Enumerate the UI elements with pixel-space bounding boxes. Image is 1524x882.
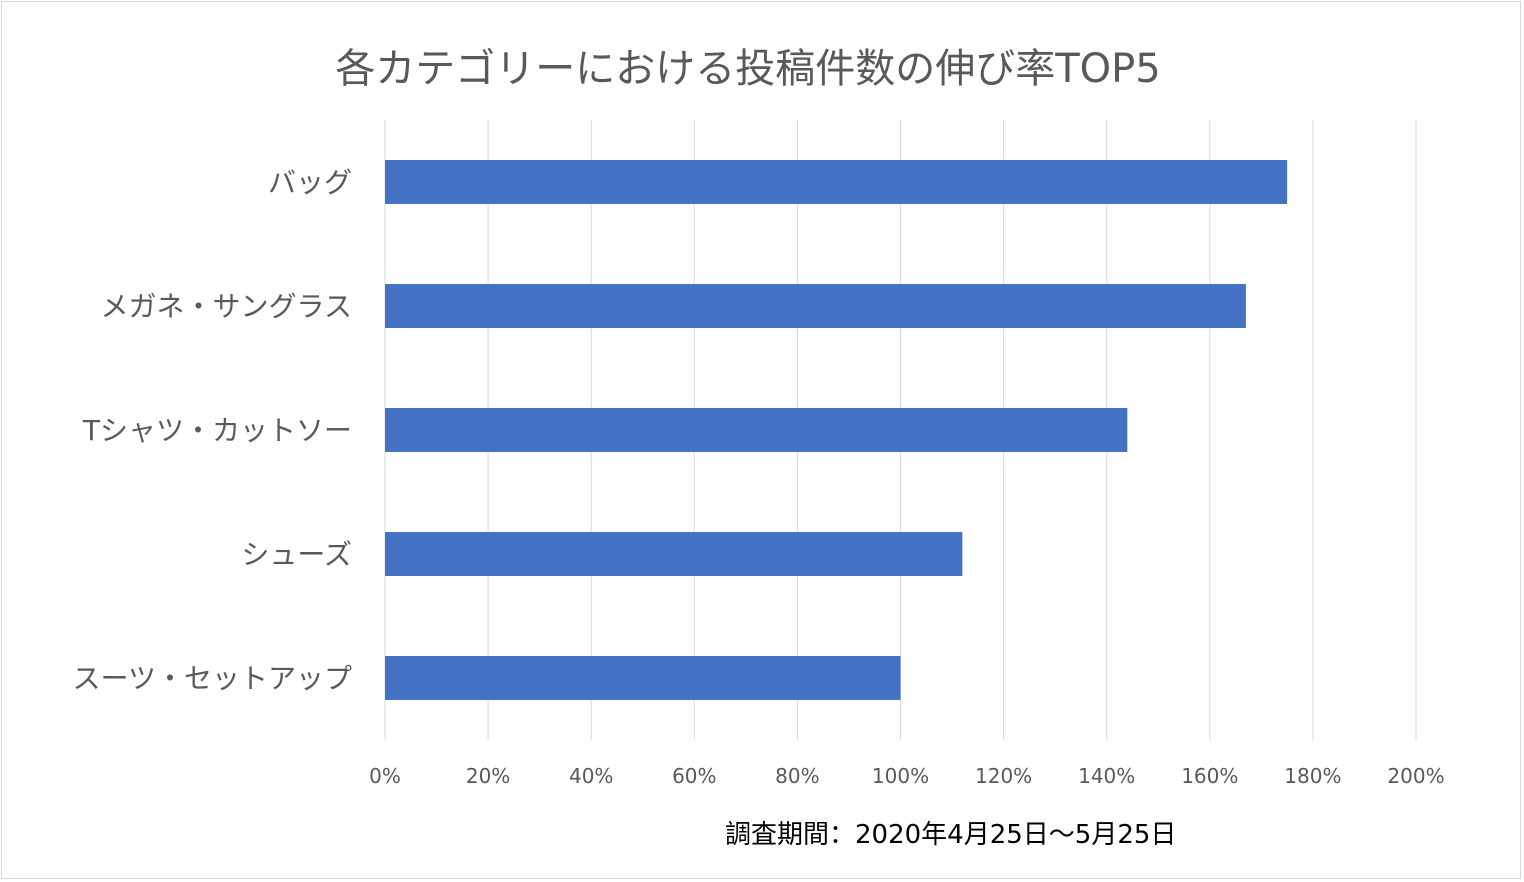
bars — [385, 160, 1288, 700]
tick-label: 120% — [975, 764, 1032, 788]
survey-period-note: 調査期間：2020年4月25日〜5月25日 — [725, 820, 1177, 850]
tick-label: 80% — [775, 764, 819, 788]
gridlines — [384, 120, 1417, 740]
bar — [385, 532, 963, 576]
bar — [385, 656, 901, 700]
chart-title: 各カテゴリーにおける投稿件数の伸び率TOP5 — [335, 46, 1161, 92]
bar — [385, 408, 1128, 452]
category-label: バッグ — [268, 166, 352, 199]
tick-label: 60% — [672, 764, 716, 788]
tick-label: 40% — [569, 764, 613, 788]
tick-label: 100% — [872, 764, 929, 788]
tick-label: 0% — [369, 764, 401, 788]
tick-labels: 0% 20% 40% 60% 80% 100% 120% 140% 160% 180% 200% — [369, 764, 1444, 788]
tick-label: 140% — [1078, 764, 1135, 788]
bar — [385, 284, 1246, 328]
category-label: メガネ・サングラス — [101, 290, 352, 323]
category-label: シューズ — [241, 538, 352, 571]
category-label: スーツ・セットアップ — [73, 662, 352, 695]
tick-label: 200% — [1387, 764, 1444, 788]
tick-label: 160% — [1181, 764, 1238, 788]
tick-label: 180% — [1284, 764, 1341, 788]
bar — [385, 160, 1288, 204]
category-label: Tシャツ・カットソー — [82, 414, 352, 447]
tick-label: 20% — [466, 764, 510, 788]
